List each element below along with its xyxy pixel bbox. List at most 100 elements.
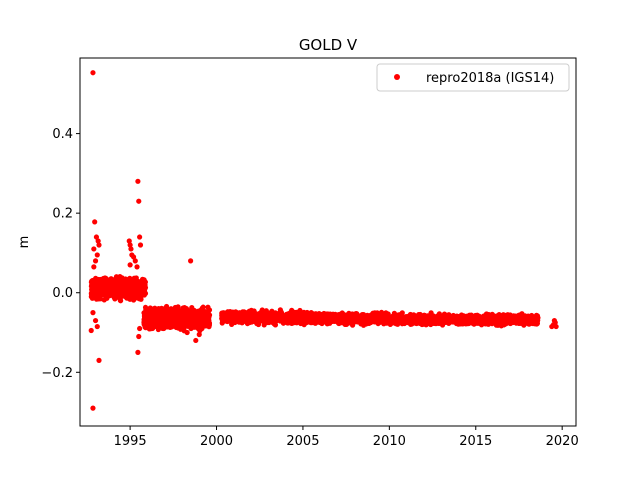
data-point <box>137 292 143 298</box>
y-tick-label: 0.4 <box>52 127 73 142</box>
data-points-layer <box>88 70 559 411</box>
data-point <box>117 290 123 296</box>
data-point <box>391 310 397 316</box>
data-point <box>135 178 141 184</box>
data-point <box>240 310 247 317</box>
x-tick-label: 2000 <box>200 434 233 449</box>
data-point <box>489 311 495 317</box>
data-point <box>142 285 149 291</box>
data-point <box>460 316 466 322</box>
data-point <box>189 312 195 318</box>
data-point <box>157 316 163 322</box>
data-point <box>92 281 98 287</box>
data-point <box>101 283 107 289</box>
data-point <box>88 327 94 334</box>
data-point <box>483 316 489 322</box>
data-point <box>495 315 501 321</box>
y-axis-label: m <box>17 236 32 249</box>
data-point <box>173 324 179 331</box>
data-point <box>310 313 316 319</box>
x-tick-label: 2005 <box>286 434 319 449</box>
data-point <box>173 308 179 315</box>
data-point <box>326 315 332 321</box>
data-point <box>96 242 102 248</box>
data-point <box>142 324 148 330</box>
data-point <box>110 285 116 291</box>
data-point <box>137 325 143 332</box>
data-point <box>277 313 283 320</box>
x-tick-label: 1995 <box>114 434 147 449</box>
data-point <box>206 322 213 328</box>
data-point <box>142 290 149 297</box>
y-tick-label: −0.2 <box>41 366 73 381</box>
legend: repro2018a (IGS14) <box>376 63 570 92</box>
data-point <box>163 312 169 318</box>
data-point <box>348 315 354 322</box>
data-point <box>375 317 381 323</box>
data-point <box>439 317 445 323</box>
data-point <box>91 290 97 296</box>
data-point <box>105 289 112 295</box>
data-point <box>517 313 524 319</box>
data-point <box>134 264 140 270</box>
data-point <box>132 282 138 288</box>
data-point <box>341 314 347 321</box>
data-point <box>141 280 147 286</box>
data-point <box>381 313 387 320</box>
data-point <box>321 315 328 321</box>
data-point <box>96 357 102 363</box>
data-point <box>91 246 97 252</box>
data-point <box>149 325 156 332</box>
data-point <box>122 282 128 288</box>
data-point <box>200 321 207 327</box>
data-point <box>415 314 422 321</box>
data-point <box>189 318 196 324</box>
data-point <box>423 313 429 319</box>
data-point <box>401 320 408 327</box>
data-point <box>91 264 97 270</box>
data-point <box>553 323 559 330</box>
data-point <box>90 310 96 316</box>
data-point <box>94 252 100 258</box>
data-point <box>489 317 495 324</box>
data-point <box>137 234 143 240</box>
x-tick-label: 2020 <box>546 434 579 449</box>
data-point <box>314 317 320 324</box>
data-point <box>99 290 105 296</box>
data-point <box>112 291 119 297</box>
data-point <box>444 317 450 324</box>
data-point <box>270 318 277 324</box>
data-point <box>92 258 99 264</box>
data-point <box>466 315 473 322</box>
x-tick-label: 2015 <box>459 434 492 449</box>
chart-title: GOLD V <box>299 36 358 54</box>
data-point <box>253 318 259 324</box>
data-point <box>100 275 106 282</box>
data-point <box>127 262 133 268</box>
data-point <box>174 313 180 319</box>
data-point <box>191 324 197 330</box>
x-tick-label: 2010 <box>373 434 406 449</box>
data-point <box>158 305 165 311</box>
data-point <box>288 312 294 318</box>
data-point <box>136 333 142 340</box>
data-point <box>144 313 150 319</box>
data-point <box>196 331 202 338</box>
data-point <box>149 319 155 325</box>
data-point <box>90 405 96 411</box>
data-point <box>92 219 98 225</box>
data-point <box>179 316 185 322</box>
data-point <box>357 317 363 323</box>
data-point <box>277 307 283 313</box>
data-point <box>133 290 139 296</box>
data-point <box>174 317 181 323</box>
data-point <box>90 70 96 76</box>
y-tick-label: 0.0 <box>52 286 73 301</box>
data-point <box>551 317 558 324</box>
data-point <box>128 246 134 252</box>
data-point <box>423 318 430 325</box>
data-point <box>137 242 144 248</box>
data-point <box>92 317 99 324</box>
data-point <box>169 324 175 330</box>
